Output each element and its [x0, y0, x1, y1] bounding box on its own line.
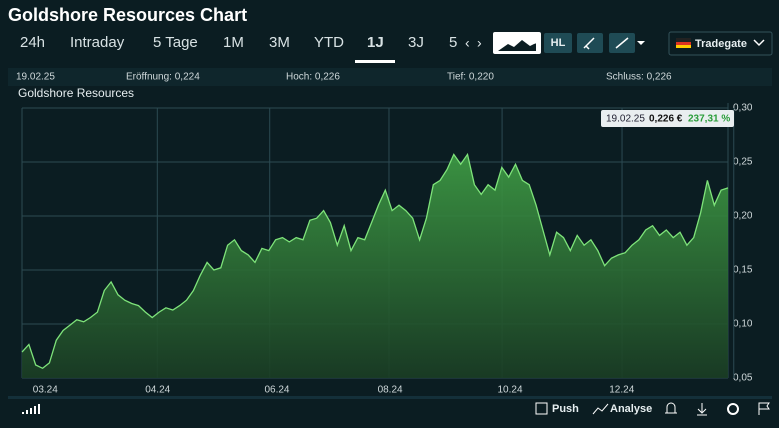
select-arrow: [753, 39, 765, 47]
y-tick-label: 0,15: [733, 265, 753, 276]
tooltip-date: 19.02.25: [606, 114, 645, 125]
chart-title: Goldshore Resources: [18, 86, 134, 100]
x-tick-label: 03.24: [33, 385, 58, 396]
page-title: Goldshore Resources Chart: [8, 5, 247, 25]
flag: [676, 38, 691, 42]
draw-icon: [615, 37, 629, 49]
tab[interactable]: 1M: [223, 34, 244, 51]
price-line: [21, 152, 729, 370]
tab[interactable]: 3J: [408, 34, 424, 51]
settings-icon[interactable]: [727, 403, 739, 415]
info-close: Schluss: 0,226: [606, 72, 672, 83]
y-tick-label: 0,05: [733, 373, 753, 384]
flag-icon[interactable]: [758, 402, 770, 415]
info-open: Eröffnung: 0,224: [126, 72, 200, 83]
push-label[interactable]: Push: [552, 403, 579, 415]
download-icon[interactable]: [697, 403, 707, 416]
tab[interactable]: 5 Tage: [153, 34, 198, 51]
flag: [676, 42, 691, 45]
y-tick-label: 0,10: [733, 319, 753, 330]
x-tick-label: 12.24: [609, 385, 634, 396]
y-tick-label: 0,20: [733, 211, 753, 222]
analyse-icon[interactable]: [592, 403, 609, 415]
tab[interactable]: Intraday: [70, 34, 125, 51]
x-tick-label: 06.24: [264, 385, 289, 396]
x-tick-label: 04.24: [145, 385, 170, 396]
analyse-label[interactable]: Analyse: [610, 403, 652, 415]
tooltip-change: 237,31 %: [688, 114, 730, 125]
tooltip-price: 0,226 €: [649, 114, 683, 125]
tab[interactable]: 24h: [20, 34, 45, 51]
info-bar: [8, 68, 772, 86]
y-tick-label: 0,25: [733, 157, 753, 168]
bell-icon[interactable]: [665, 402, 677, 414]
nav-left[interactable]: ‹: [465, 35, 470, 51]
info-high: Hoch: 0,226: [286, 72, 340, 83]
x-tick-label: 08.24: [378, 385, 403, 396]
chart-type-icon: [498, 40, 536, 51]
tab[interactable]: 3M: [269, 34, 290, 51]
flag: [676, 45, 691, 48]
tab[interactable]: YTD: [314, 34, 344, 51]
info-date: 19.02.25: [16, 72, 55, 83]
plot-area: 0,05 0,10 0,15 0,20 0,25 0,30 03.24 04.24 06.24 0…: [21, 103, 753, 396]
hl-label: HL: [551, 37, 566, 49]
tab-bar: 24h Intraday 5 Tage 1M 3M YTD 1J 3J 5: [20, 34, 457, 51]
info-low: Tief: 0,220: [447, 72, 494, 83]
y-tick-label: 0,30: [733, 103, 753, 114]
tab[interactable]: 5: [449, 34, 457, 51]
scroll-bar: [8, 396, 772, 399]
tooltip: [601, 110, 734, 127]
tab-underline: [355, 60, 395, 63]
push-icon[interactable]: [535, 402, 548, 415]
area-fill: [22, 154, 728, 378]
nav-right[interactable]: ›: [477, 35, 482, 51]
dropdown-arrow: [637, 41, 645, 45]
signal-icon: [22, 404, 40, 414]
ruler-icon: [583, 37, 595, 50]
dropdown-arrow: [531, 40, 539, 44]
hl-button[interactable]: [544, 33, 572, 53]
x-tick-label: 10.24: [498, 385, 523, 396]
exchange-label: Tradegate: [695, 38, 747, 50]
exchange-select[interactable]: [668, 31, 773, 56]
tab[interactable]: 1J: [367, 34, 384, 51]
